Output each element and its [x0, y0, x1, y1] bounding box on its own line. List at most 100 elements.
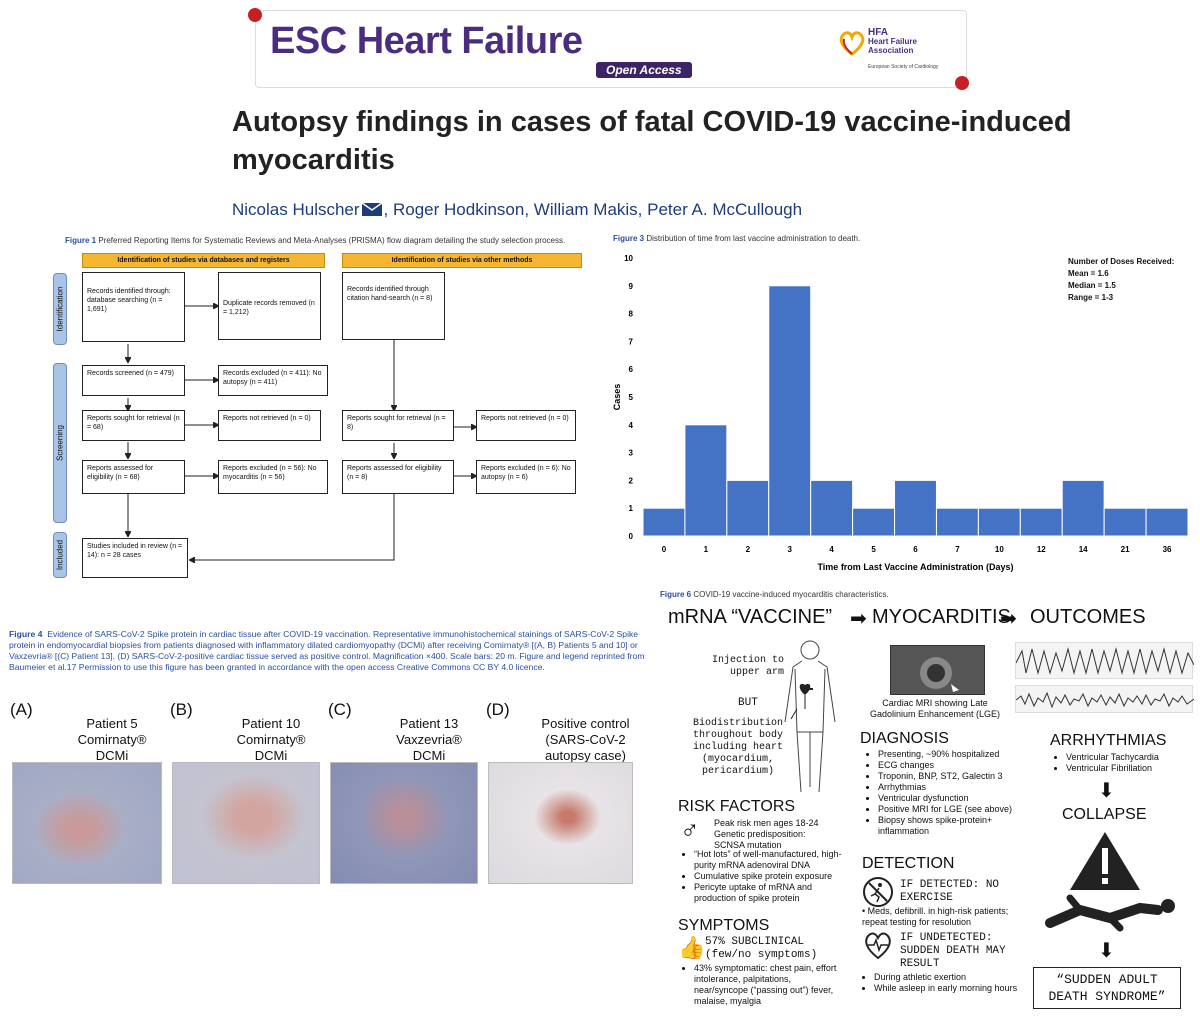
bar: [894, 479, 937, 537]
y-tick-label: 3: [629, 449, 634, 458]
panel-label: Patient 13 Vaxzevria® DCMi: [396, 716, 462, 763]
panel-label: Patient 5 Comirnaty® DCMi: [77, 716, 147, 763]
prisma-head-other: Identification of studies via other meth…: [342, 253, 582, 268]
hfa-heart-logo-icon: [839, 31, 865, 56]
box-identified-other: Records identified through citation hand…: [342, 272, 445, 340]
diagnosis-list: Presenting, ~90% hospitalizedECG changes…: [870, 749, 1030, 837]
symptoms-title: SYMPTOMS: [678, 917, 770, 934]
box-reports-excluded: Reports excluded (n = 56): No myocarditi…: [218, 460, 328, 494]
detection-title: DETECTION: [862, 855, 955, 872]
box-reports-excluded-other: Reports excluded (n = 6): No autopsy (n …: [476, 460, 576, 494]
bar: [768, 285, 812, 537]
undetected-text: IF UNDETECTED: SUDDEN DEATH MAY RESULT: [900, 932, 1006, 970]
tissue-image: [330, 762, 478, 884]
x-tick-label: 2: [746, 545, 751, 554]
arrow-icon: ➡: [1000, 608, 1017, 630]
open-access-badge: Open Access: [596, 62, 692, 78]
fig3-caption: Figure 3 Distribution of time from last …: [613, 234, 861, 243]
dose-stats: Number of Doses Received: Mean = 1.6 Med…: [1068, 257, 1175, 302]
arrhythmias-list: Ventricular TachycardiaVentricular Fibri…: [1058, 752, 1188, 774]
author-list: Nicolas Hulscher , Roger Hodkinson, Willi…: [232, 200, 802, 220]
y-tick-label: 2: [629, 476, 634, 485]
arrhythmia-item: Ventricular Tachycardia: [1066, 752, 1188, 763]
arrow-icon: ➡: [850, 608, 867, 630]
fig1-connectors: [0, 0, 600, 600]
ecg-strip-tachycardia: [1015, 642, 1195, 679]
cardiac-mri-image: [890, 645, 985, 695]
risk-male-text: Peak risk men ages 18-24 Genetic predisp…: [714, 818, 819, 850]
x-tick-label: 12: [1037, 545, 1046, 554]
box-assessed-other: Reports assessed for eligibility (n = 8): [342, 460, 454, 494]
y-tick-label: 6: [629, 365, 634, 374]
thumbs-heart-icon: 👍: [678, 935, 706, 960]
y-tick-label: 9: [629, 282, 634, 291]
bar: [726, 479, 770, 537]
injection-text: Injection to upper arm: [712, 655, 785, 678]
bar: [1019, 507, 1063, 537]
tissue-image: [172, 762, 320, 884]
box-records-excluded: Records excluded (n = 411): No autopsy (…: [218, 365, 328, 396]
bar: [935, 507, 979, 537]
detected-item: • Meds, defibrill. in high-risk patients…: [862, 906, 1009, 927]
but-text: BUT: [738, 697, 758, 709]
bar: [642, 507, 686, 537]
esc-society-name: European Society of Cardiology: [868, 64, 939, 70]
heart-ecg-icon: [865, 932, 891, 960]
box-sought-other: Reports sought for retrieval (n = 8): [342, 410, 454, 441]
risk-item: Pericyte uptake of mRNA and production o…: [694, 882, 846, 904]
y-axis-label: Cases: [612, 384, 622, 411]
bar: [810, 479, 854, 537]
diagnosis-item: Troponin, BNP, ST2, Galectin 3: [878, 771, 1030, 782]
author-name[interactable]: Nicolas Hulscher: [232, 200, 360, 219]
box-not-retrieved: Reports not retrieved (n = 0): [218, 410, 321, 441]
stage-identification: Identification: [53, 273, 67, 345]
no-running-icon: [863, 877, 893, 907]
fig1-caption: Figure 1 Preferred Reporting Items for S…: [65, 236, 566, 245]
risk-item: “Hot lots” of well-manufactured, high-pu…: [694, 849, 846, 871]
box-duplicates: Duplicate records removed (n = 1,212): [218, 272, 321, 340]
undetected-list: During athletic exertionWhile asleep in …: [866, 972, 1026, 994]
diagnosis-item: ECG changes: [878, 760, 1030, 771]
x-tick-label: 3: [788, 545, 793, 554]
y-tick-label: 7: [629, 337, 634, 346]
panel-label: Positive control (SARS-CoV-2 autopsy case): [541, 716, 630, 763]
panel-label: Patient 10 Comirnaty® DCMi: [236, 716, 306, 763]
journal-name: ESC Heart Failure: [270, 20, 583, 62]
mail-icon[interactable]: [361, 203, 382, 216]
down-arrow-icon: ⬇: [1098, 780, 1115, 802]
diagnosis-item: Biopsy shows spike-protein+ inflammation: [878, 815, 1030, 837]
bar: [1145, 507, 1189, 537]
bar: [1061, 479, 1105, 537]
bar: [852, 507, 896, 537]
arrhythmias-title: ARRHYTHMIAS: [1050, 732, 1167, 749]
stage-screening: Screening: [53, 363, 67, 523]
x-tick-label: 36: [1163, 545, 1172, 554]
risk-list: “Hot lots” of well-manufactured, high-pu…: [686, 849, 846, 904]
y-tick-label: 1: [629, 504, 634, 513]
diagnosis-item: Arrhythmias: [878, 782, 1030, 793]
outcomes-heading: OUTCOMES: [1030, 606, 1146, 628]
undetected-item: During athletic exertion: [874, 972, 1026, 983]
bar: [977, 507, 1021, 537]
x-tick-label: 1: [704, 545, 709, 554]
coauthors[interactable]: , Roger Hodkinson, William Makis, Peter …: [383, 200, 803, 219]
symptoms-main: 57% SUBCLINICAL (few/no symptoms): [705, 936, 818, 961]
diagnosis-title: DIAGNOSIS: [860, 730, 949, 747]
x-tick-label: 21: [1121, 545, 1130, 554]
diagnosis-item: Presenting, ~90% hospitalized: [878, 749, 1030, 760]
tissue-image: [488, 762, 633, 884]
x-tick-label: 10: [995, 545, 1004, 554]
fig4-caption: Figure 4 Evidence of SARS-CoV-2 Spike pr…: [9, 629, 645, 672]
risk-factors-title: RISK FACTORS: [678, 798, 796, 815]
journal-banner: [255, 10, 967, 88]
bar: [684, 424, 728, 537]
box-assessed: Reports assessed for eligibility (n = 68…: [82, 460, 185, 494]
risk-item: Cumulative spike protein exposure: [694, 871, 846, 882]
stage-included: Included: [53, 532, 67, 578]
box-not-retrieved-other: Reports not retrieved (n = 0): [476, 410, 576, 441]
panel-letter: (A): [10, 700, 33, 719]
down-arrow-icon: ⬇: [1098, 940, 1115, 962]
myocarditis-heading: MYOCARDITIS: [872, 606, 1011, 628]
human-body-icon: [784, 640, 836, 793]
x-tick-label: 0: [662, 545, 667, 554]
